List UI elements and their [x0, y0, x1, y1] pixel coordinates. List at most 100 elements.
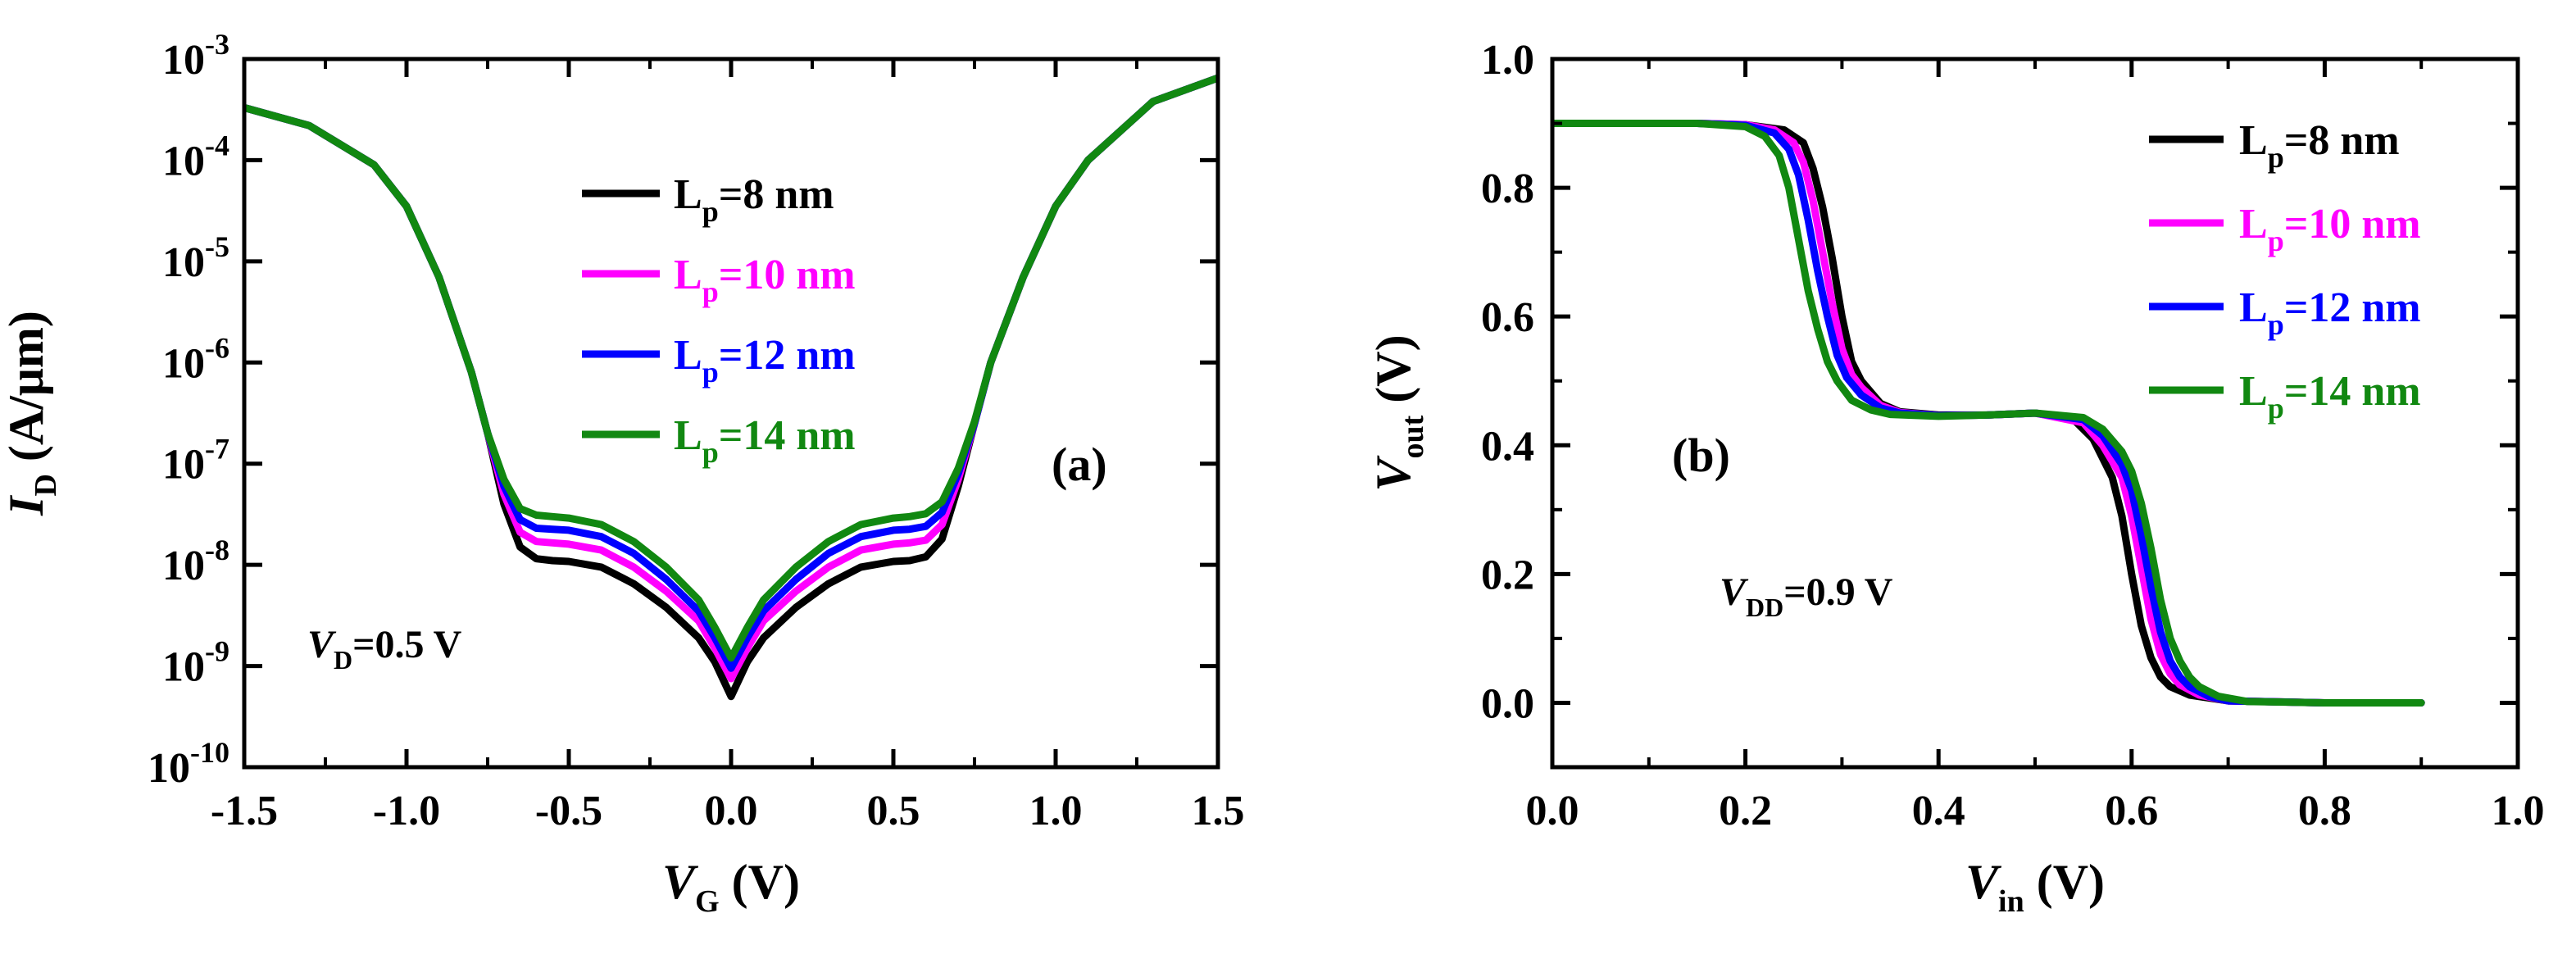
x-axis-unit: (V)	[2024, 855, 2105, 909]
legend-label-sub: p	[702, 436, 719, 469]
legend-label-main: L	[2239, 284, 2268, 331]
panel-label: (a)	[1052, 438, 1107, 491]
legend-label-main: L	[674, 332, 702, 379]
bias-annotation: VD=0.5 V	[307, 623, 462, 675]
legend-label-rest: =8 nm	[719, 171, 834, 218]
bias-value: =0.5 V	[352, 623, 461, 666]
x-tick-label: 1.5	[1192, 788, 1245, 834]
y-tick-label: 10-7	[162, 433, 229, 489]
y-tick-label: 1.0	[1481, 37, 1534, 84]
x-tick-label: -0.5	[535, 788, 602, 834]
x-axis-title: Vin (V)	[1965, 855, 2105, 919]
y-tick-base: 10	[162, 644, 205, 691]
legend-label-rest: =10 nm	[719, 252, 856, 298]
y-tick-label: 10-6	[162, 331, 229, 387]
legend-label-main: L	[2239, 368, 2268, 415]
y-tick-base: 10	[162, 37, 205, 84]
bias-sub: DD	[1746, 593, 1783, 622]
legend-label-sub: p	[702, 356, 719, 389]
y-tick-label: 10-5	[162, 230, 229, 286]
y-axis-unit: (V)	[1366, 334, 1420, 415]
y-tick-exponent: -3	[205, 28, 229, 61]
legend-label: Lp=8 nm	[674, 171, 834, 228]
x-tick-label: 0.0	[1526, 788, 1579, 834]
x-axis-unit: (V)	[720, 855, 800, 909]
x-tick-label: 0.6	[2105, 788, 2158, 834]
y-tick-label: 10-4	[162, 129, 229, 184]
legend-label-rest: =12 nm	[2284, 284, 2421, 331]
y-axis-var: I	[0, 494, 53, 516]
legend-label: Lp=10 nm	[2239, 201, 2421, 257]
panel-a-chart: -1.5 -1.0 -0.5 0.0 0.5 1.0 1.510-1010-910-810-…	[0, 28, 1245, 919]
x-tick-label: 0.0	[705, 788, 758, 834]
bias-var: V	[1720, 570, 1749, 614]
series-line-14nm	[244, 74, 1218, 662]
series-line-14nm	[1552, 120, 2425, 707]
x-tick-label: -1.0	[373, 788, 440, 834]
y-axis-var: V	[1366, 455, 1420, 492]
y-axis-unit: (A/μm)	[0, 311, 53, 474]
legend-label-main: L	[674, 412, 702, 459]
y-axis-sub: out	[1396, 415, 1430, 458]
legend-label: Lp=12 nm	[2239, 284, 2421, 341]
x-axis-var: V	[662, 855, 699, 909]
legend-label: Lp=8 nm	[2239, 117, 2400, 174]
y-tick-exponent: -6	[205, 331, 229, 364]
y-tick-base: 10	[162, 442, 205, 489]
y-tick-label: 10-3	[162, 28, 229, 84]
legend-label-sub: p	[2268, 392, 2284, 425]
y-tick-base: 10	[162, 239, 205, 286]
legend-label-rest: =14 nm	[2284, 368, 2421, 415]
legend-label: Lp=14 nm	[674, 412, 856, 469]
x-tick-label: 1.0	[1029, 788, 1083, 834]
legend-label-sub: p	[2268, 225, 2284, 257]
y-axis-title: Vout (V)	[1366, 334, 1430, 491]
legend-label-sub: p	[2268, 141, 2284, 174]
x-tick-label: -1.5	[211, 788, 278, 834]
x-tick-label: 0.2	[1719, 788, 1772, 834]
y-tick-label: 0.8	[1481, 166, 1534, 212]
x-axis-sub: in	[1998, 884, 2024, 919]
legend-label-sub: p	[2268, 308, 2284, 341]
bias-sub: D	[334, 645, 352, 675]
legend-label-rest: =10 nm	[2284, 201, 2421, 248]
y-tick-label: 0.2	[1481, 552, 1534, 598]
x-axis-sub: G	[695, 884, 720, 919]
y-tick-label: 0.0	[1481, 680, 1534, 727]
panel-b-chart: 0.0 0.2 0.4 0.6 0.8 1.0 0.0 0.2 0.4 0.6 0.8 1.0 Vin …	[1366, 37, 2545, 919]
y-axis-sub: D	[29, 474, 63, 496]
legend-label-rest: =12 nm	[719, 332, 856, 379]
y-tick-exponent: -8	[205, 534, 229, 566]
bias-value: =0.9 V	[1783, 570, 1892, 614]
y-tick-label: 10-8	[162, 534, 229, 589]
y-tick-exponent: -9	[205, 635, 229, 668]
legend-label-main: L	[674, 171, 702, 218]
legend-label: Lp=14 nm	[2239, 368, 2421, 425]
legend-label: Lp=10 nm	[674, 252, 856, 308]
y-tick-exponent: -7	[205, 433, 229, 466]
x-axis-title: VG (V)	[662, 855, 800, 919]
x-tick-label: 1.0	[2492, 788, 2545, 834]
y-tick-label: 10-10	[148, 736, 229, 792]
bias-annotation: VDD=0.9 V	[1720, 570, 1893, 622]
y-tick-label: 0.4	[1481, 423, 1534, 470]
legend-label-rest: =14 nm	[719, 412, 856, 459]
legend-label-rest: =8 nm	[2284, 117, 2400, 164]
y-tick-base: 10	[162, 543, 205, 589]
y-tick-base: 10	[162, 138, 205, 184]
y-tick-exponent: -5	[205, 230, 229, 263]
legend-label-main: L	[2239, 117, 2268, 164]
y-axis-title: ID (A/μm)	[0, 311, 63, 516]
legend-label: Lp=12 nm	[674, 332, 856, 389]
panel-label: (b)	[1672, 429, 1730, 482]
x-tick-label: 0.8	[2298, 788, 2351, 834]
y-tick-base: 10	[162, 340, 205, 387]
legend-label-sub: p	[702, 195, 719, 228]
y-tick-exponent: -10	[190, 736, 229, 769]
x-axis-var: V	[1965, 855, 2002, 909]
bias-var: V	[307, 623, 337, 666]
y-tick-label: 10-9	[162, 635, 229, 691]
